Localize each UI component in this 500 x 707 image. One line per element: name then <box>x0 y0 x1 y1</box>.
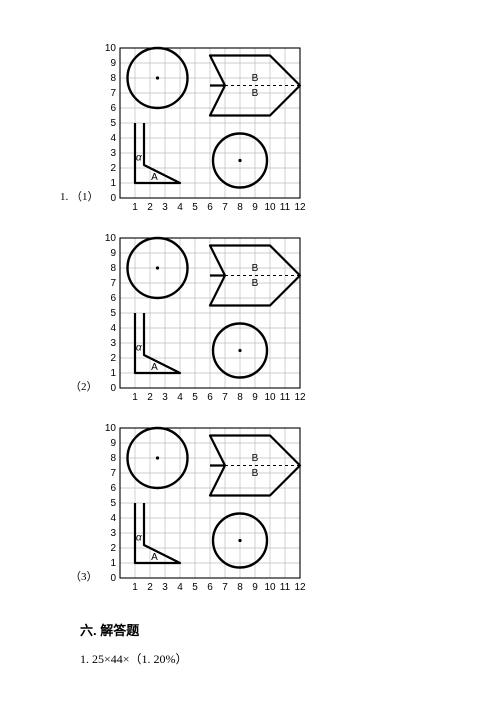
svg-text:10: 10 <box>105 423 117 434</box>
svg-text:7: 7 <box>110 468 116 479</box>
svg-text:5: 5 <box>192 392 198 403</box>
svg-text:4: 4 <box>177 392 183 403</box>
svg-text:1: 1 <box>132 582 138 593</box>
svg-text:α: α <box>136 343 142 354</box>
problem-1-text: 1. 25×44×（1. 20%） <box>80 650 188 667</box>
svg-text:5: 5 <box>110 118 116 129</box>
figure-3-svg: 012345678910123456789101112BBAα <box>100 420 325 600</box>
svg-text:8: 8 <box>110 73 116 84</box>
svg-text:6: 6 <box>207 392 213 403</box>
svg-text:3: 3 <box>162 582 168 593</box>
svg-text:2: 2 <box>110 163 116 174</box>
figure-2-label: （2） <box>70 378 98 394</box>
svg-text:2: 2 <box>147 582 153 593</box>
svg-text:10: 10 <box>264 392 276 403</box>
svg-text:9: 9 <box>252 202 258 213</box>
svg-text:11: 11 <box>280 582 291 593</box>
section-heading: 六. 解答题 <box>80 620 139 639</box>
svg-text:7: 7 <box>222 582 228 593</box>
svg-text:9: 9 <box>252 392 258 403</box>
svg-text:8: 8 <box>110 263 116 274</box>
svg-text:12: 12 <box>294 202 306 213</box>
svg-text:1: 1 <box>132 202 138 213</box>
svg-text:5: 5 <box>192 202 198 213</box>
svg-text:1: 1 <box>132 392 138 403</box>
svg-text:2: 2 <box>110 543 116 554</box>
svg-text:9: 9 <box>110 58 116 69</box>
svg-text:4: 4 <box>177 582 183 593</box>
figure-3: （3） 012345678910123456789101112BBAα <box>100 420 325 600</box>
svg-text:8: 8 <box>237 202 243 213</box>
svg-text:9: 9 <box>252 582 258 593</box>
svg-text:B: B <box>252 88 259 99</box>
svg-text:3: 3 <box>162 202 168 213</box>
svg-text:3: 3 <box>110 148 116 159</box>
svg-text:1: 1 <box>110 368 116 379</box>
svg-text:7: 7 <box>110 88 116 99</box>
svg-text:1: 1 <box>110 178 116 189</box>
svg-text:B: B <box>252 278 259 289</box>
svg-text:2: 2 <box>147 202 153 213</box>
svg-text:2: 2 <box>147 392 153 403</box>
svg-text:4: 4 <box>110 133 116 144</box>
svg-text:B: B <box>252 263 259 274</box>
svg-text:7: 7 <box>222 202 228 213</box>
svg-text:A: A <box>151 172 158 183</box>
svg-text:4: 4 <box>110 323 116 334</box>
svg-text:4: 4 <box>110 513 116 524</box>
svg-text:6: 6 <box>110 103 116 114</box>
svg-text:7: 7 <box>222 392 228 403</box>
svg-text:11: 11 <box>280 392 291 403</box>
figure-3-label: （3） <box>70 568 98 584</box>
svg-text:5: 5 <box>192 582 198 593</box>
svg-text:5: 5 <box>110 498 116 509</box>
svg-text:3: 3 <box>110 338 116 349</box>
svg-text:8: 8 <box>237 582 243 593</box>
svg-text:11: 11 <box>280 202 291 213</box>
figure-2-svg: 012345678910123456789101112BBAα <box>100 230 325 410</box>
svg-text:A: A <box>151 362 158 373</box>
svg-text:10: 10 <box>105 233 117 244</box>
figure-1-label: 1. （1） <box>60 188 99 204</box>
svg-text:A: A <box>151 552 158 563</box>
figure-1-svg: 012345678910123456789101112BBAα <box>100 40 325 220</box>
svg-text:0: 0 <box>110 573 116 584</box>
svg-text:9: 9 <box>110 248 116 259</box>
svg-text:3: 3 <box>110 528 116 539</box>
svg-text:6: 6 <box>110 293 116 304</box>
svg-text:10: 10 <box>264 582 276 593</box>
svg-text:9: 9 <box>110 438 116 449</box>
svg-text:α: α <box>136 153 142 164</box>
svg-text:6: 6 <box>207 582 213 593</box>
svg-text:2: 2 <box>110 353 116 364</box>
svg-text:0: 0 <box>110 383 116 394</box>
svg-text:6: 6 <box>110 483 116 494</box>
svg-text:B: B <box>252 468 259 479</box>
svg-text:B: B <box>252 453 259 464</box>
svg-text:B: B <box>252 73 259 84</box>
svg-text:10: 10 <box>264 202 276 213</box>
svg-text:12: 12 <box>294 582 306 593</box>
svg-text:5: 5 <box>110 308 116 319</box>
svg-text:0: 0 <box>110 193 116 204</box>
svg-text:8: 8 <box>237 392 243 403</box>
svg-text:7: 7 <box>110 278 116 289</box>
svg-text:6: 6 <box>207 202 213 213</box>
svg-text:α: α <box>136 533 142 544</box>
svg-text:1: 1 <box>110 558 116 569</box>
figure-2: （2） 012345678910123456789101112BBAα <box>100 230 325 410</box>
svg-text:8: 8 <box>110 453 116 464</box>
svg-text:4: 4 <box>177 202 183 213</box>
svg-text:3: 3 <box>162 392 168 403</box>
svg-text:10: 10 <box>105 43 117 54</box>
svg-text:12: 12 <box>294 392 306 403</box>
figure-1: 1. （1） 012345678910123456789101112BBAα <box>100 40 325 220</box>
